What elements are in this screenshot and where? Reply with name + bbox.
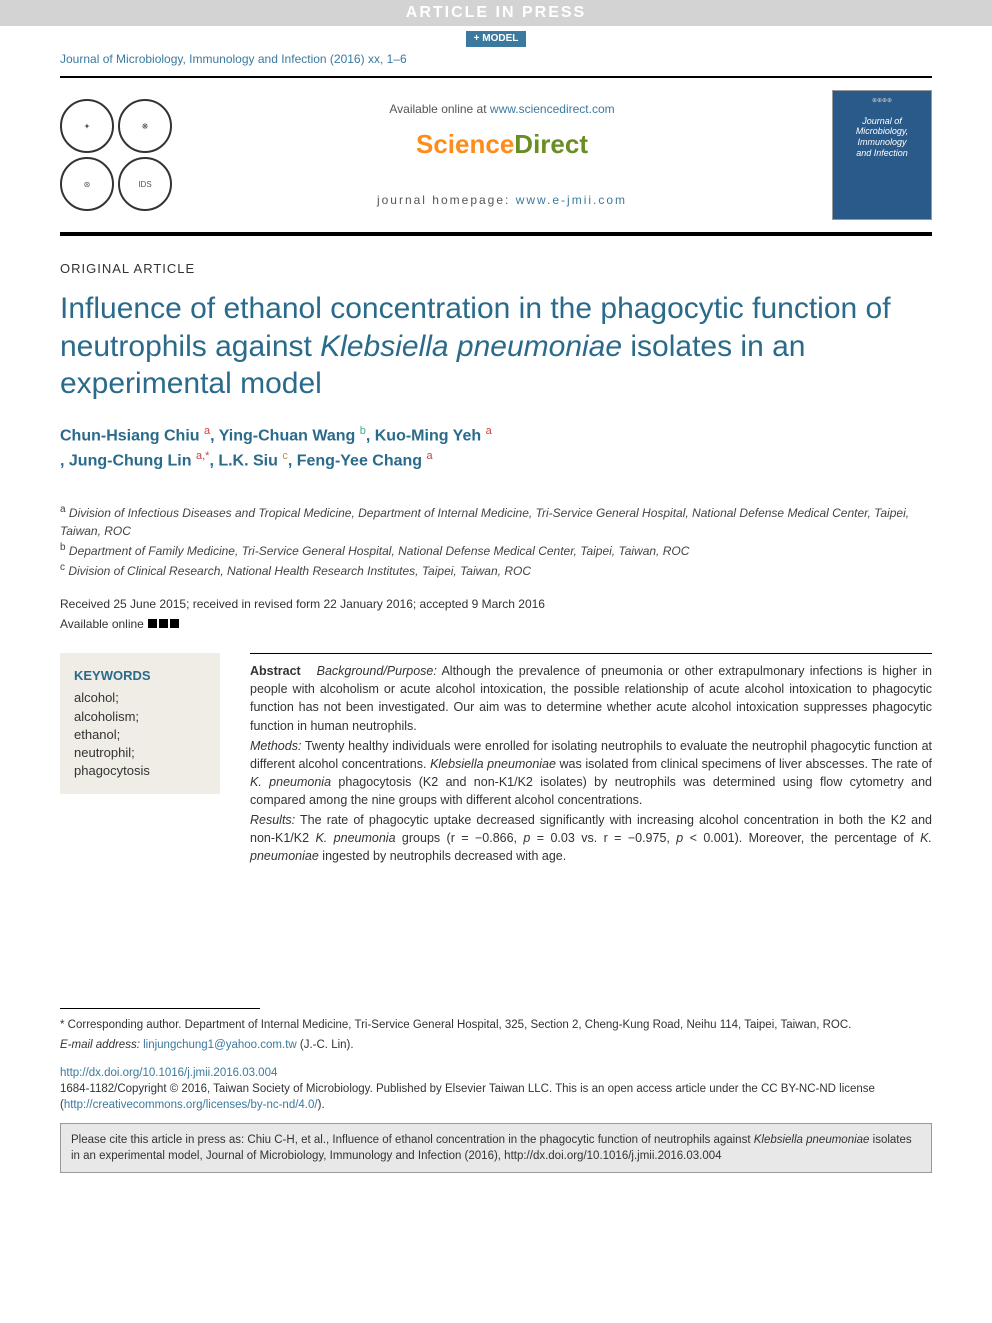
- model-tag: + MODEL: [60, 28, 932, 47]
- author-affiliation-sup: a,*: [196, 450, 209, 462]
- title-species: Klebsiella pneumoniae: [320, 330, 622, 363]
- abs-r-head: Results:: [250, 813, 295, 827]
- placeholder-block-icon: [159, 619, 168, 628]
- abs-r-text: ingested by neutrophils decreased with a…: [319, 849, 566, 863]
- avail-online-label: Available online: [60, 617, 147, 631]
- email-suffix: (J.-C. Lin).: [297, 1039, 354, 1051]
- abstract-text: Abstract Background/Purpose: Although th…: [250, 653, 932, 867]
- abs-r-text: groups (r = −0.866,: [396, 831, 524, 845]
- sciencedirect-logo: ScienceDirect: [184, 126, 820, 162]
- society-logo-icon: ✦: [60, 99, 114, 153]
- author-name: , Jung-Chung Lin: [60, 453, 196, 470]
- email-footnote: E-mail address: linjungchung1@yahoo.com.…: [60, 1037, 932, 1053]
- copyright-suffix: ).: [318, 1099, 325, 1111]
- author-name: , Ying-Chuan Wang: [210, 427, 360, 444]
- homepage-prefix: journal homepage:: [377, 193, 516, 207]
- model-tag-text: + MODEL: [466, 31, 527, 47]
- placeholder-block-icon: [148, 619, 157, 628]
- cite-species: Klebsiella pneumoniae: [754, 1134, 870, 1146]
- journal-cover-thumbnail: ⊕⊕⊕⊕ Journal of Microbiology, Immunology…: [832, 90, 932, 220]
- corresponding-author-note: * Corresponding author. Department of In…: [60, 1017, 932, 1033]
- affiliation-text: Division of Clinical Research, National …: [65, 564, 531, 578]
- available-online-date: Available online: [60, 616, 932, 633]
- in-press-text: ARTICLE IN PRESS: [406, 4, 586, 21]
- abs-species: Klebsiella pneumoniae: [430, 757, 556, 771]
- keywords-heading: KEYWORDS: [74, 667, 206, 685]
- author-email-link[interactable]: linjungchung1@yahoo.com.tw: [143, 1039, 297, 1051]
- article-title: Influence of ethanol concentration in th…: [60, 290, 932, 403]
- email-label: E-mail address:: [60, 1039, 143, 1051]
- journal-homepage-link[interactable]: www.e-jmii.com: [516, 193, 627, 207]
- author-affiliation-sup: a: [486, 425, 492, 437]
- society-logo-icon: ❋: [118, 99, 172, 153]
- abs-r-text: = 0.03 vs. r = −0.975,: [530, 831, 676, 845]
- author-name: , Feng-Yee Chang: [288, 453, 427, 470]
- header-center: Available online at www.sciencedirect.co…: [184, 101, 820, 209]
- author-name: , Kuo-Ming Yeh: [366, 427, 486, 444]
- affiliation-list: a Division of Infectious Diseases and Tr…: [60, 502, 932, 580]
- cover-title-line: and Infection: [837, 148, 927, 159]
- society-logos: ✦ ❋ ⊛ IDS: [60, 99, 172, 211]
- abs-species: K. pneumonia: [250, 775, 331, 789]
- article-dates: Received 25 June 2015; received in revis…: [60, 596, 932, 613]
- homepage-text: journal homepage: www.e-jmii.com: [184, 192, 820, 209]
- abs-m-text: was isolated from clinical specimens of …: [556, 757, 932, 771]
- affiliation: b Department of Family Medicine, Tri-Ser…: [60, 540, 932, 560]
- doi-copyright-block: http://dx.doi.org/10.1016/j.jmii.2016.03…: [60, 1065, 932, 1113]
- society-logo-icon: IDS: [118, 157, 172, 211]
- doi-link[interactable]: http://dx.doi.org/10.1016/j.jmii.2016.03…: [60, 1067, 277, 1079]
- abs-bg-head: Background/Purpose:: [317, 664, 437, 678]
- author-name: Chun-Hsiang Chiu: [60, 427, 204, 444]
- keywords-box: KEYWORDS alcohol;alcoholism;ethanol;neut…: [60, 653, 220, 794]
- abstract-section: KEYWORDS alcohol;alcoholism;ethanol;neut…: [60, 653, 932, 867]
- affiliation-text: Department of Family Medicine, Tri-Servi…: [66, 544, 690, 558]
- affiliation: c Division of Clinical Research, Nationa…: [60, 560, 932, 580]
- abs-m-head: Methods:: [250, 739, 301, 753]
- author-list: Chun-Hsiang Chiu a, Ying-Chuan Wang b, K…: [60, 423, 932, 474]
- keyword-item: alcohol;: [74, 689, 206, 707]
- keyword-item: alcoholism;: [74, 708, 206, 726]
- abs-m-text: phagocytosis (K2 and non-K1/K2 isolates)…: [250, 775, 932, 807]
- cc-license-link[interactable]: http://creativecommons.org/licenses/by-n…: [64, 1099, 318, 1111]
- in-press-banner: ARTICLE IN PRESS: [0, 0, 992, 26]
- abstract-label: Abstract: [250, 664, 301, 678]
- cover-marks: ⊕⊕⊕⊕: [837, 97, 927, 105]
- author-affiliation-sup: a: [427, 450, 433, 462]
- citation-box: Please cite this article in press as: Ch…: [60, 1123, 932, 1173]
- affiliation-text: Division of Infectious Diseases and Trop…: [60, 506, 909, 538]
- cover-title-line: Journal of: [837, 116, 927, 127]
- footnote-separator: [60, 1008, 260, 1009]
- sd-dir: Direct: [514, 129, 588, 159]
- available-prefix: Available online at: [389, 102, 490, 116]
- society-logo-icon: ⊛: [60, 157, 114, 211]
- abs-r-text: < 0.001). Moreover, the percentage of: [683, 831, 920, 845]
- available-online-text: Available online at www.sciencedirect.co…: [184, 101, 820, 118]
- keyword-item: neutrophil;: [74, 744, 206, 762]
- cover-title-line: Microbiology,: [837, 126, 927, 137]
- affiliation: a Division of Infectious Diseases and Tr…: [60, 502, 932, 540]
- abs-species: K. pneumonia: [315, 831, 395, 845]
- keyword-item: phagocytosis: [74, 762, 206, 780]
- sciencedirect-url-link[interactable]: www.sciencedirect.com: [490, 102, 615, 116]
- journal-reference: Journal of Microbiology, Immunology and …: [60, 51, 932, 68]
- placeholder-block-icon: [170, 619, 179, 628]
- cite-text: Please cite this article in press as: Ch…: [71, 1134, 754, 1146]
- author-name: , L.K. Siu: [209, 453, 282, 470]
- journal-header: ✦ ❋ ⊛ IDS Available online at www.scienc…: [60, 76, 932, 236]
- keyword-item: ethanol;: [74, 726, 206, 744]
- cover-title-line: Immunology: [837, 137, 927, 148]
- article-type: ORIGINAL ARTICLE: [60, 260, 932, 278]
- sd-sci: Science: [416, 129, 514, 159]
